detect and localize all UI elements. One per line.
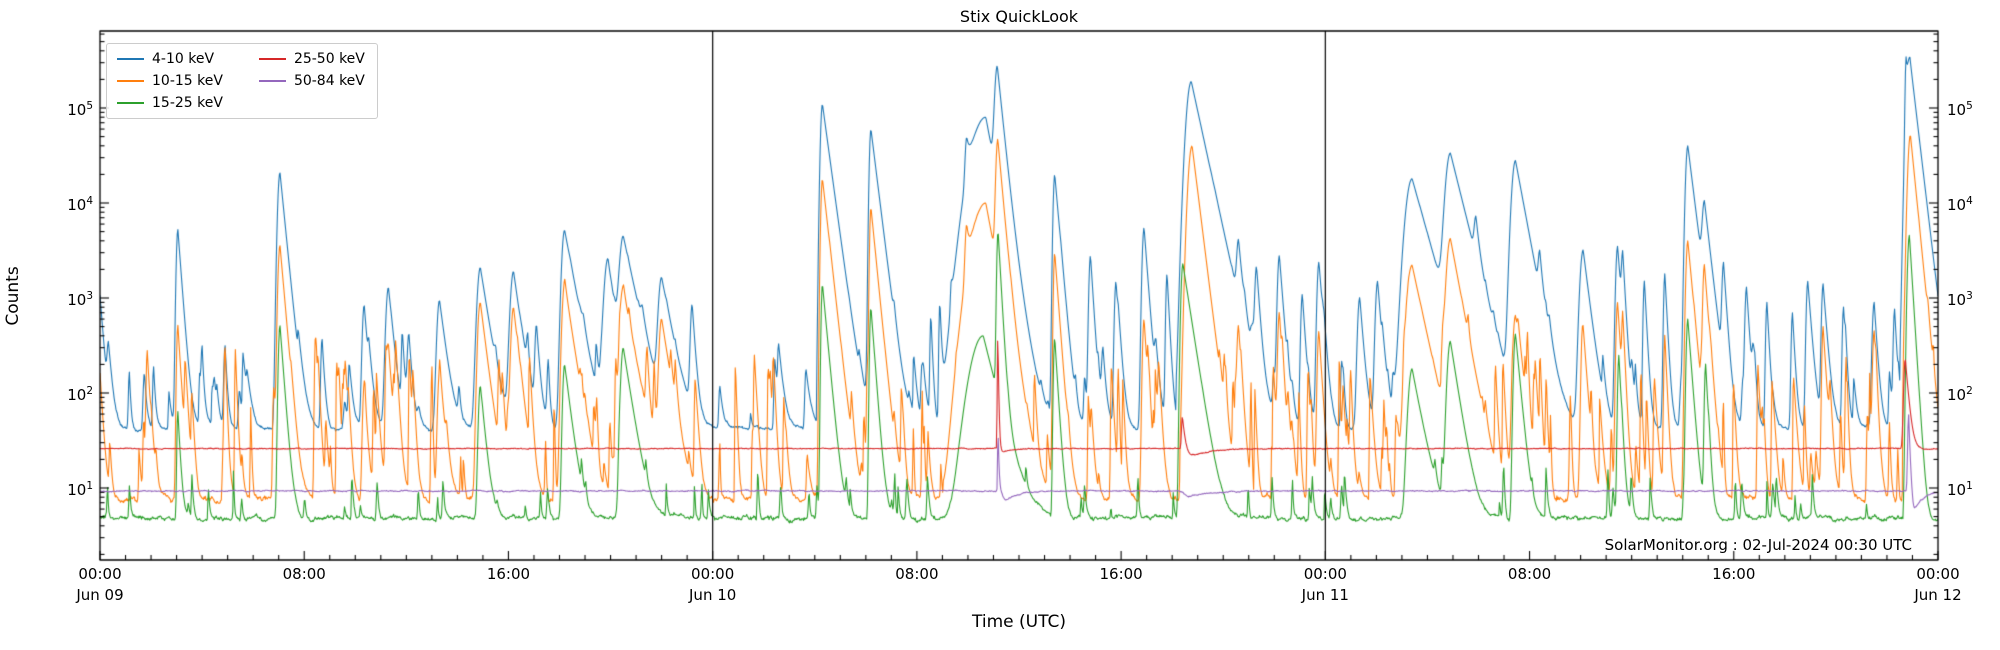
legend: 4-10 keV 10-15 keV 15-25 keV 25-50 keV 50-84… [106,43,378,119]
legend-item: 25-50 keV [258,51,365,67]
legend-item: 15-25 keV [117,95,223,111]
legend-label: 15-25 keV [152,95,223,111]
legend-line-swatch [258,80,286,82]
legend-item: 50-84 keV [258,73,365,89]
legend-line-swatch [117,102,144,104]
legend-label: 4-10 keV [152,51,215,67]
legend-label: 50-84 keV [293,73,365,89]
legend-label: 10-15 keV [152,73,223,89]
legend-line-swatch [117,58,144,60]
legend-item: 4-10 keV [117,51,223,67]
legend-line-swatch [117,80,144,82]
legend-label: 25-50 keV [293,51,365,67]
legend-line-swatch [258,58,286,60]
legend-item: 10-15 keV [117,73,223,89]
